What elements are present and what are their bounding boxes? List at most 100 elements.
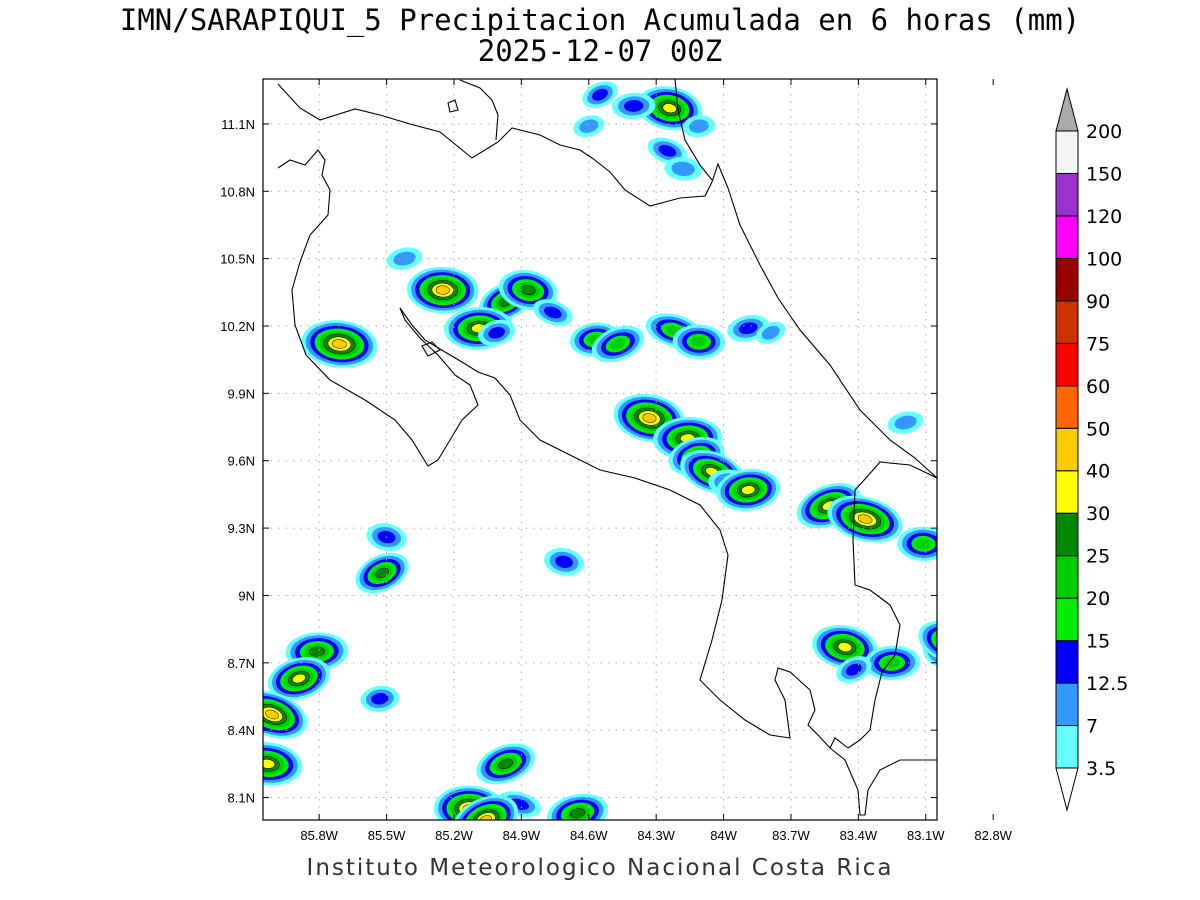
colorbar-level-label: 7 bbox=[1086, 716, 1098, 738]
rain-cell bbox=[664, 157, 703, 181]
contour-band bbox=[973, 663, 1019, 700]
rain-cell bbox=[827, 495, 903, 543]
rain-cell bbox=[812, 624, 878, 670]
rain-cell bbox=[863, 645, 921, 681]
contour-band bbox=[498, 758, 513, 770]
rain-cell bbox=[406, 266, 479, 314]
contour-band bbox=[971, 569, 1015, 599]
contour-band bbox=[688, 119, 709, 133]
contour-band bbox=[953, 647, 1038, 715]
contour-band bbox=[488, 326, 505, 339]
rain-cell bbox=[478, 319, 516, 346]
contour-band bbox=[671, 161, 695, 177]
contour-band bbox=[955, 631, 978, 649]
contour-band bbox=[837, 642, 853, 653]
contour-band bbox=[662, 103, 677, 114]
contour-band bbox=[309, 646, 325, 657]
contour-band bbox=[963, 646, 1005, 676]
contour-band bbox=[968, 649, 1001, 672]
contour-band bbox=[958, 651, 1033, 711]
lon-tick-label: 83.4W bbox=[840, 828, 878, 843]
lat-tick-label: 9.6N bbox=[228, 454, 255, 469]
contour-band bbox=[435, 285, 450, 295]
colorbar-swatch bbox=[1055, 512, 1079, 557]
gulf-island bbox=[421, 341, 441, 357]
precipitation-field bbox=[263, 76, 1056, 820]
contour-band bbox=[265, 709, 279, 720]
colorbar-level-label: 15 bbox=[1086, 631, 1110, 653]
colorbar-swatch bbox=[1055, 597, 1079, 642]
lon-tick-label: 84.9W bbox=[503, 828, 541, 843]
rain-cell bbox=[386, 247, 423, 270]
contour-band bbox=[959, 635, 973, 646]
rain-cell bbox=[953, 647, 1038, 715]
rain-cell bbox=[360, 685, 400, 712]
contour-band bbox=[691, 336, 707, 347]
contour-band bbox=[371, 693, 389, 705]
map-frame bbox=[262, 78, 938, 821]
contour-band bbox=[942, 621, 991, 659]
contour-band bbox=[1034, 632, 1052, 645]
colorbar-level-label: 20 bbox=[1086, 588, 1110, 610]
contour-band bbox=[292, 673, 306, 684]
rain-cell bbox=[1012, 76, 1055, 105]
colorbar-over-arrow bbox=[1055, 87, 1079, 132]
lon-tick-label: 83.1W bbox=[907, 828, 945, 843]
lon-tick-label: 84.6W bbox=[570, 828, 608, 843]
pacific-coast-nicoya bbox=[277, 149, 479, 467]
lat-tick-label: 9N bbox=[238, 588, 255, 603]
contour-band bbox=[738, 322, 758, 335]
colorbar-swatch bbox=[1055, 725, 1079, 769]
caribbean-coast bbox=[727, 187, 937, 479]
contour-band bbox=[972, 652, 996, 669]
colorbar-level-label: 150 bbox=[1086, 163, 1122, 185]
contour-band bbox=[937, 618, 995, 663]
colorbar-level-label: 3.5 bbox=[1086, 758, 1116, 780]
lon-tick-label: 85.5W bbox=[368, 828, 406, 843]
colorbar-swatch bbox=[1055, 172, 1079, 217]
contour-band bbox=[624, 100, 644, 112]
rain-cell bbox=[263, 690, 308, 739]
lat-tick-label: 9.3N bbox=[228, 521, 255, 536]
rain-cell bbox=[966, 566, 1020, 602]
contour-band bbox=[332, 339, 347, 349]
rain-cell bbox=[533, 299, 573, 326]
contour-band bbox=[950, 628, 981, 653]
contour-band bbox=[992, 83, 1017, 103]
colorbar-level-label: 30 bbox=[1086, 503, 1110, 525]
rain-cell bbox=[573, 115, 605, 138]
colorbar-level-label: 50 bbox=[1086, 418, 1110, 440]
contour-band bbox=[937, 632, 963, 653]
colorbar-swatch bbox=[1055, 342, 1079, 387]
contour-band bbox=[933, 614, 999, 666]
contour-band bbox=[981, 576, 1006, 593]
contour-band bbox=[579, 119, 599, 133]
contour-band bbox=[963, 655, 1028, 707]
contour-band bbox=[520, 284, 536, 296]
rain-cell bbox=[544, 547, 585, 576]
colorbar-swatch bbox=[1055, 555, 1079, 599]
contour-band bbox=[761, 325, 780, 340]
lat-tick-label: 9.9N bbox=[228, 386, 255, 401]
contour-band bbox=[569, 808, 586, 819]
contour-band bbox=[1028, 628, 1056, 649]
rain-cell bbox=[591, 325, 645, 363]
contour-band bbox=[963, 609, 1010, 641]
colorbar-level-label: 40 bbox=[1086, 461, 1110, 483]
contour-band bbox=[959, 642, 1010, 678]
lon-tick-label: 84W bbox=[710, 828, 737, 843]
rain-cell bbox=[546, 793, 609, 820]
contour-band bbox=[1012, 76, 1055, 105]
colorbar-level-label: 100 bbox=[1086, 248, 1122, 270]
contour-band bbox=[955, 684, 991, 709]
contour-band bbox=[894, 415, 917, 430]
lat-tick-label: 8.1N bbox=[228, 791, 255, 806]
contour-band bbox=[642, 413, 657, 423]
contour-band bbox=[948, 679, 998, 714]
colorbar-swatch bbox=[1055, 385, 1079, 429]
contour-band bbox=[953, 602, 1020, 648]
map-date-subtitle: 2025-12-07 00Z bbox=[477, 34, 723, 68]
contour-band bbox=[978, 666, 1014, 695]
colorbar-swatch bbox=[1055, 427, 1079, 472]
colorbar-level-label: 90 bbox=[1086, 291, 1110, 313]
